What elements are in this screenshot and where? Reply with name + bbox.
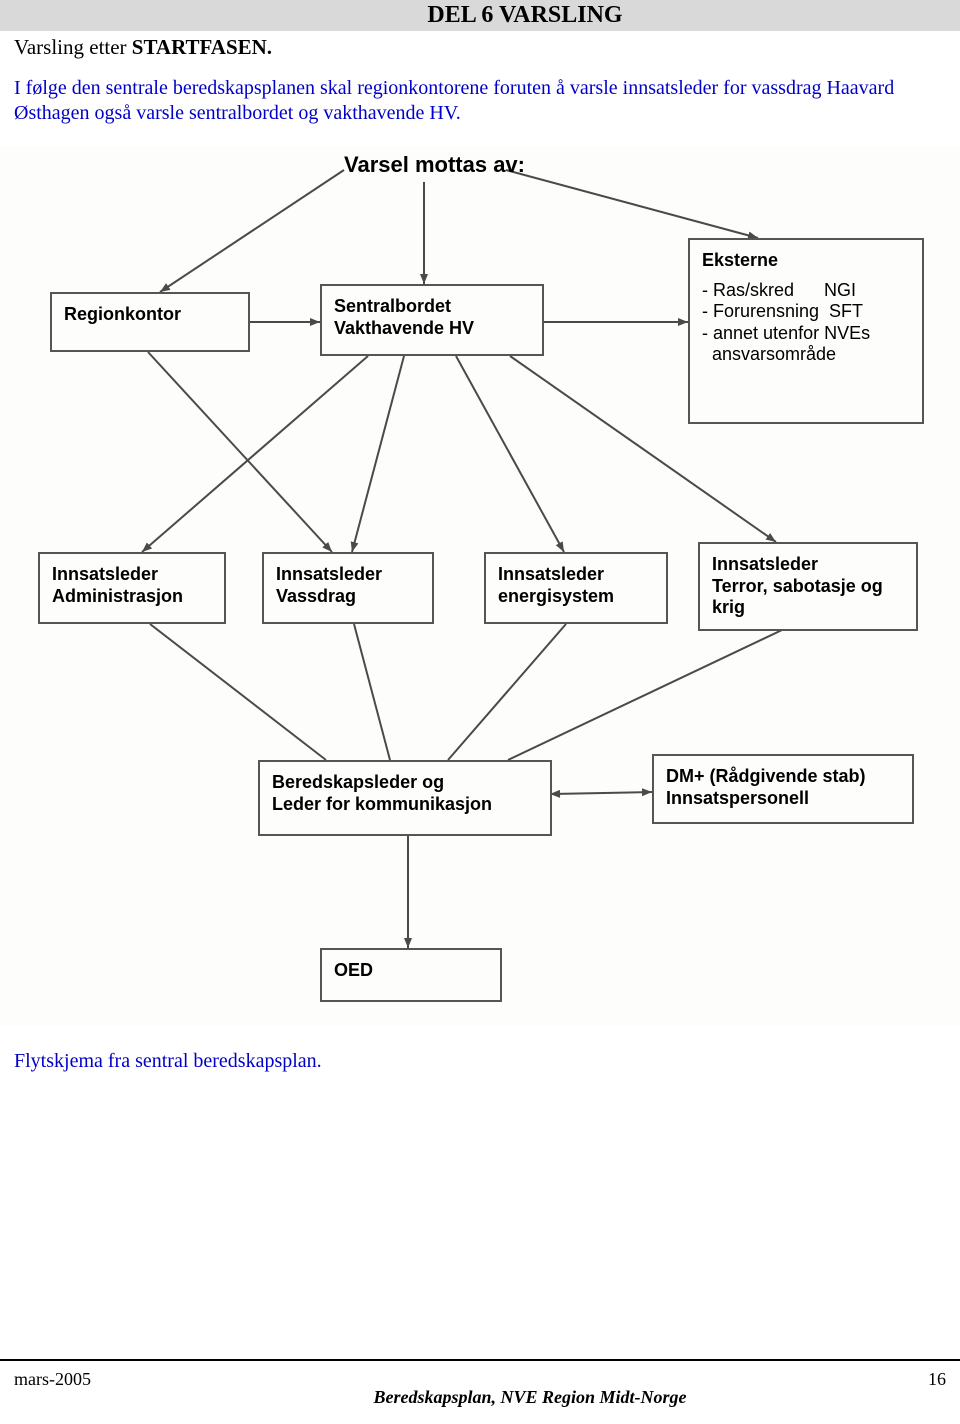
node-terror: InnsatslederTerror, sabotasje ogkrig (698, 542, 918, 631)
edge-bered-dm (552, 792, 652, 794)
node-vassdrag: InnsatslederVassdrag (262, 552, 434, 624)
node-dm: DM+ (Rådgivende stab)Innsatspersonell (652, 754, 914, 824)
subhead-prefix: Varsling etter (14, 35, 132, 59)
footer-center: Beredskapsplan, NVE Region Midt-Norge (174, 1387, 886, 1408)
edge-sentral-energi (456, 356, 564, 552)
node-sentralbordet: SentralbordetVakthavende HV (320, 284, 544, 356)
edge-title-right (506, 170, 758, 238)
node-oed: OED (320, 948, 502, 1002)
footer-date: mars-2005 (14, 1369, 174, 1390)
node-beredskap: Beredskapsleder ogLeder for kommunikasjo… (258, 760, 552, 836)
subheading: Varsling etter STARTFASEN. (0, 31, 960, 70)
subhead-bold: STARTFASEN. (132, 35, 272, 59)
edge-terror-bered (508, 630, 782, 760)
node-regionkontor: Regionkontor (50, 292, 250, 352)
node-admin: InnsatslederAdministrasjon (38, 552, 226, 624)
node-energi: Innsatslederenergisystem (484, 552, 668, 624)
flowchart-diagram: Varsel mottas av: Regionkontor Sentralbord… (0, 146, 960, 1026)
flowchart-caption: Flytskjema fra sentral beredskapsplan. (0, 1026, 960, 1097)
flowchart-title: Varsel mottas av: (344, 152, 525, 178)
header-title: DEL 6 VARSLING (98, 2, 952, 29)
page-header: DEL 6 VARSLING (0, 0, 960, 31)
edge-energi-bered (448, 624, 566, 760)
edge-sentral-admin (142, 356, 368, 552)
page-footer: mars-2005 Beredskapsplan, NVE Region Mid… (0, 1359, 960, 1424)
edge-vass-bered (354, 624, 390, 760)
edge-admin-bered (150, 624, 326, 760)
edge-region-vass (148, 352, 332, 552)
edge-title-left (160, 170, 344, 292)
intro-paragraph: I følge den sentrale beredskapsplanen sk… (0, 70, 960, 146)
footer-page-number: 16 (886, 1369, 946, 1390)
node-eksterne: Eksterne- Ras/skred NGI- Forurensning SF… (688, 238, 924, 424)
edge-sentral-vass (352, 356, 404, 552)
